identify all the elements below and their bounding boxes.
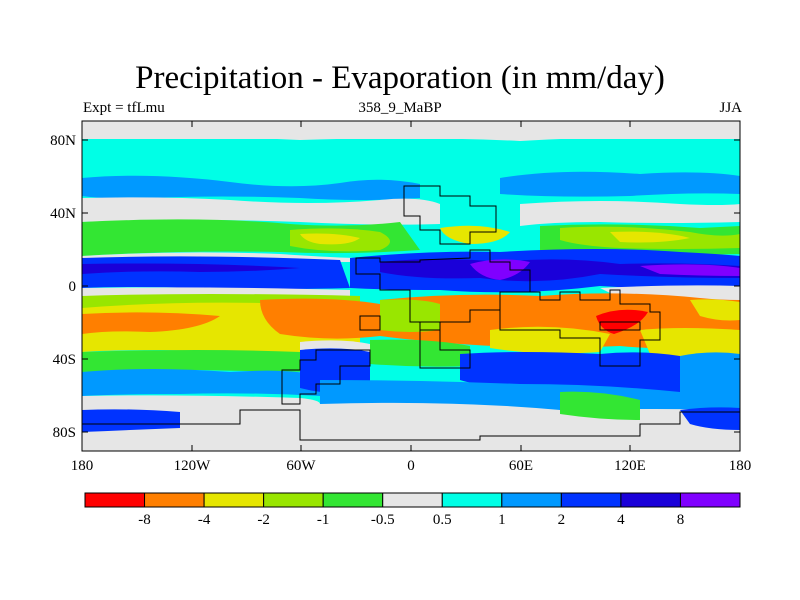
field-north-gray [82, 197, 440, 225]
field-antarctic [82, 395, 320, 451]
colorbar-label: 8 [677, 512, 685, 528]
field-north-blue-band [82, 175, 420, 200]
age-label: 358_9_MaBP [358, 100, 442, 116]
latitude-labels: 80N 40N 0 40S 80S [50, 133, 76, 441]
lat-tick-label: 80N [50, 133, 76, 149]
map-title: Precipitation - Evaporation (in mm/day) [135, 60, 665, 96]
lat-tick-label: 40N [50, 206, 76, 222]
contour-field [82, 121, 740, 451]
colorbar-labels: -8 -4 -2 -1 -0.5 0.5 1 2 4 8 [138, 512, 684, 528]
season-label: JJA [719, 100, 742, 116]
colorbar-label: -4 [198, 512, 211, 528]
field-south-orange-west [260, 298, 380, 339]
longitude-labels: 180 120W 60W 0 60E 120E 180 [71, 458, 752, 474]
colorbar-swatch [322, 492, 384, 508]
colorbar-swatch [441, 492, 503, 508]
field-itcz-west [82, 256, 350, 289]
colorbar-label: -0.5 [371, 512, 395, 528]
lon-tick-label: 60W [286, 458, 316, 474]
colorbar-label: 2 [558, 512, 566, 528]
lon-tick-label: 60E [509, 458, 533, 474]
colorbar-label: 0.5 [433, 512, 452, 528]
colorbar-swatch [382, 492, 443, 508]
lon-tick-label: 120W [174, 458, 212, 474]
lon-tick-label: 180 [71, 458, 94, 474]
colorbar-swatch [144, 492, 205, 508]
colorbar-swatch [620, 492, 681, 508]
colorbar-label: -1 [317, 512, 330, 528]
lon-tick-label: 0 [407, 458, 415, 474]
experiment-label: Expt = tfLmu [83, 100, 165, 116]
colorbar-swatch [84, 492, 146, 508]
colorbar-label: 1 [498, 512, 506, 528]
colorbar-swatch [560, 492, 622, 508]
colorbar-label: -2 [257, 512, 270, 528]
coastlines [82, 185, 740, 441]
colorbar [84, 492, 741, 508]
tick-marks [81, 121, 741, 451]
colorbar-label: -8 [138, 512, 151, 528]
colorbar-swatch [501, 492, 562, 508]
colorbar-swatch [203, 492, 265, 508]
colorbar-swatch [263, 492, 324, 508]
lon-tick-label: 120E [614, 458, 646, 474]
lat-tick-label: 0 [69, 279, 77, 295]
lat-tick-label: 40S [53, 352, 76, 368]
colorbar-swatch [679, 492, 741, 508]
lon-tick-label: 180 [729, 458, 752, 474]
lat-tick-label: 80S [53, 425, 76, 441]
colorbar-label: 4 [617, 512, 625, 528]
